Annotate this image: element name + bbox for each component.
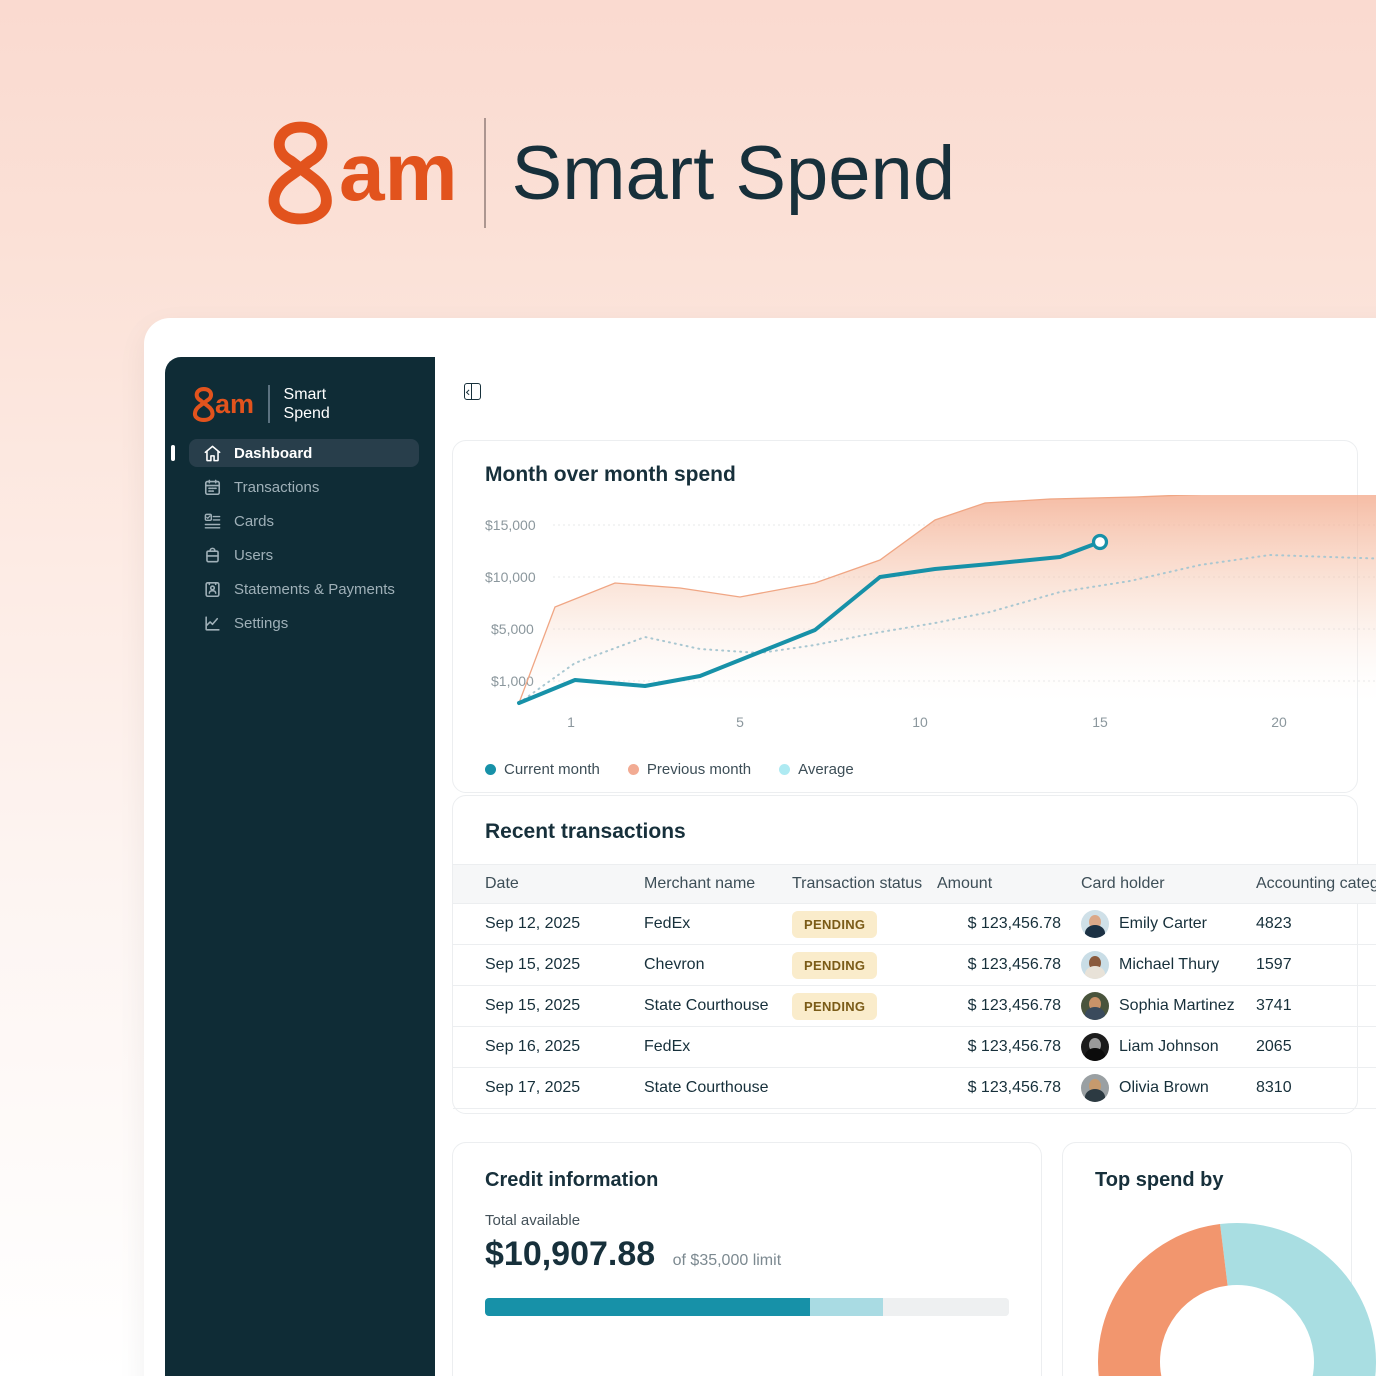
svg-text:20: 20 xyxy=(1271,714,1287,730)
svg-text:15: 15 xyxy=(1092,714,1108,730)
svg-text:5: 5 xyxy=(736,714,744,730)
svg-text:$5,000: $5,000 xyxy=(491,621,534,637)
svg-text:$15,000: $15,000 xyxy=(485,517,536,533)
svg-text:$10,000: $10,000 xyxy=(485,569,536,585)
svg-text:10: 10 xyxy=(912,714,928,730)
svg-text:1: 1 xyxy=(567,714,575,730)
